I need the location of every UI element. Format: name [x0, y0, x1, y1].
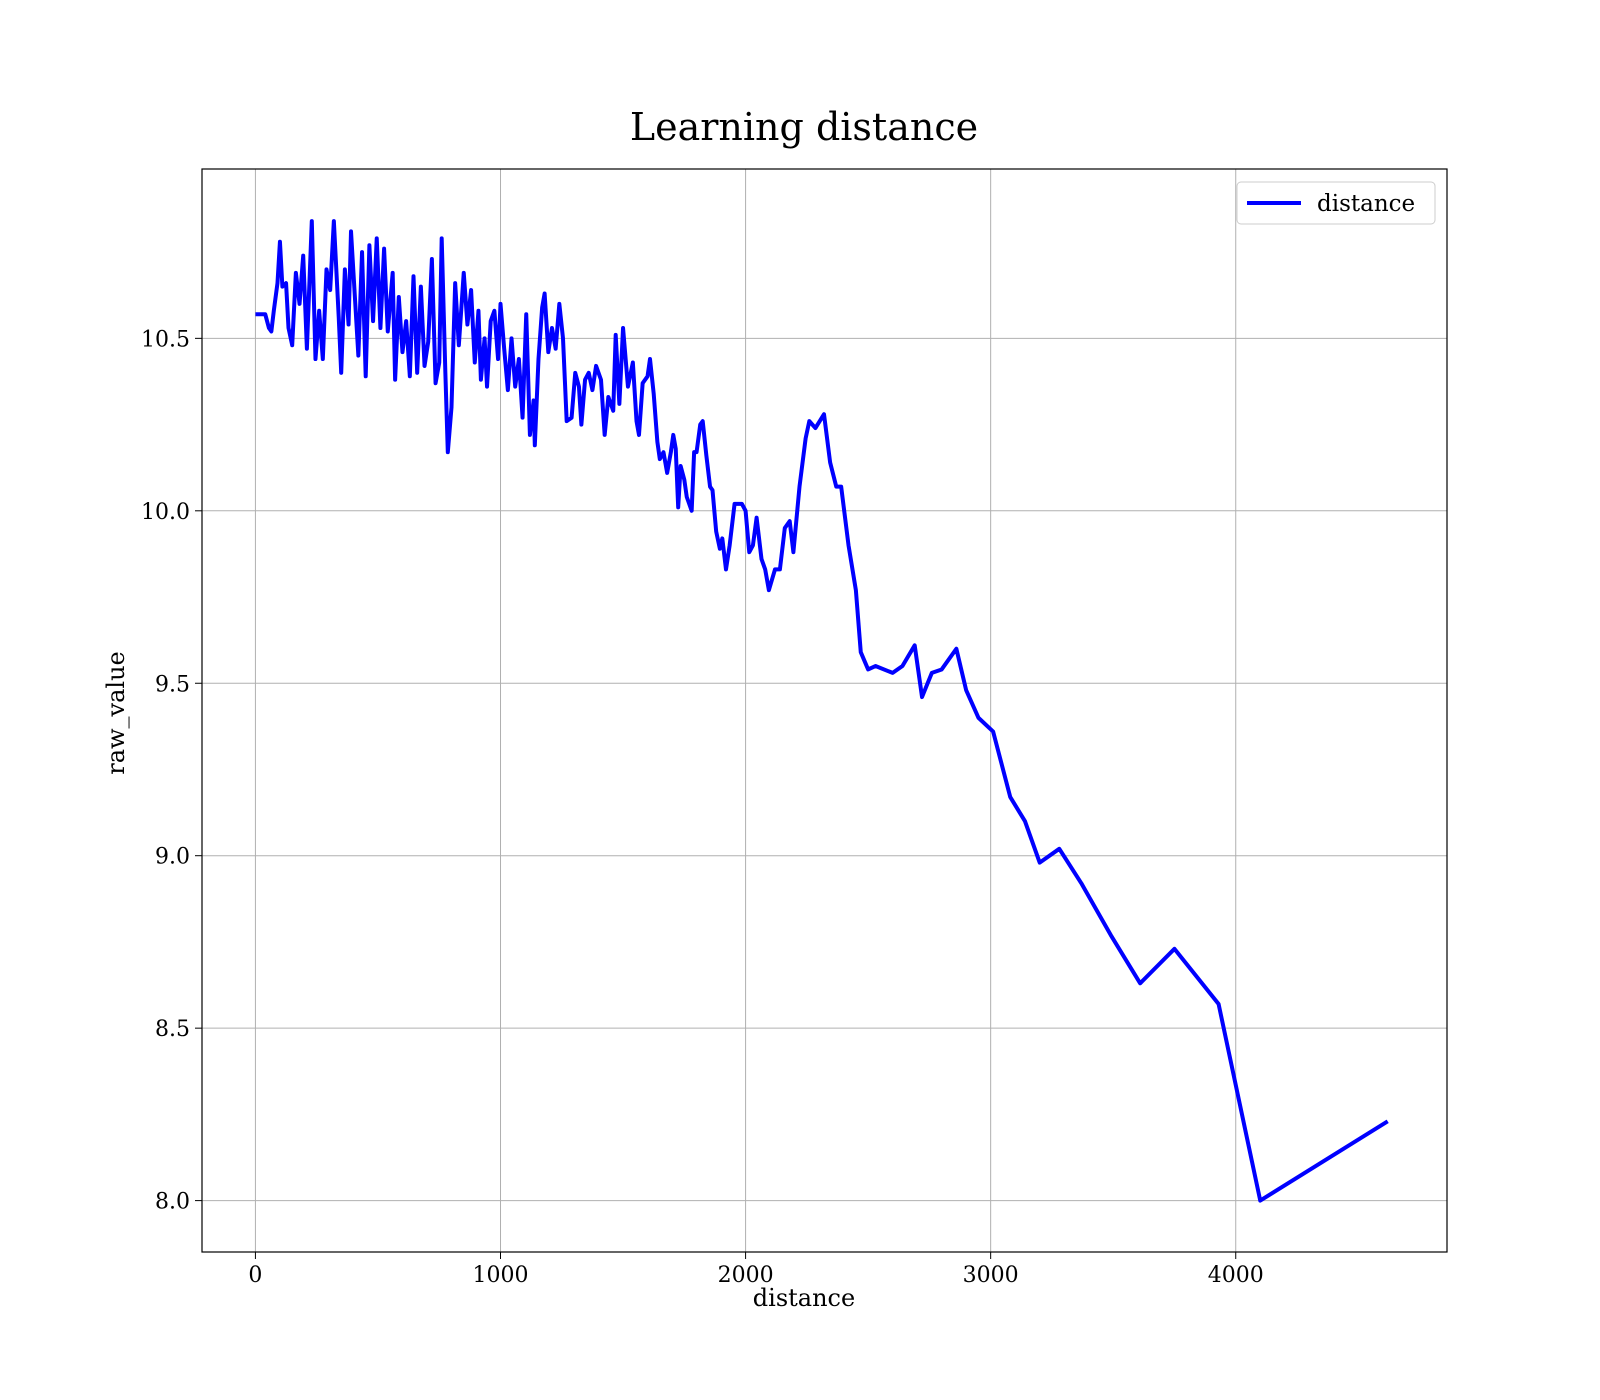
data-line: [255, 219, 1389, 1203]
y-tick-label: 9.5: [155, 672, 190, 697]
y-tick-label: 10.5: [141, 327, 190, 352]
x-axis-label: distance: [753, 1284, 855, 1312]
legend-label: distance: [1317, 191, 1415, 217]
y-tick-label: 8.0: [155, 1190, 190, 1215]
y-tick-label: 10.0: [141, 500, 190, 525]
x-tick-label: 4000: [1208, 1263, 1264, 1288]
x-tick-label: 2000: [718, 1263, 774, 1288]
x-tick-label: 3000: [963, 1263, 1019, 1288]
plot-frame: [201, 168, 1448, 1253]
y-tick-label: 9.0: [155, 845, 190, 870]
y-tick-label: 8.5: [155, 1017, 190, 1042]
x-tick-label: 1000: [473, 1263, 529, 1288]
chart-title: Learning distance: [630, 105, 978, 149]
x-tick-label: 0: [248, 1263, 262, 1288]
y-axis-label: raw_value: [102, 651, 130, 775]
legend-box: [1236, 181, 1436, 225]
